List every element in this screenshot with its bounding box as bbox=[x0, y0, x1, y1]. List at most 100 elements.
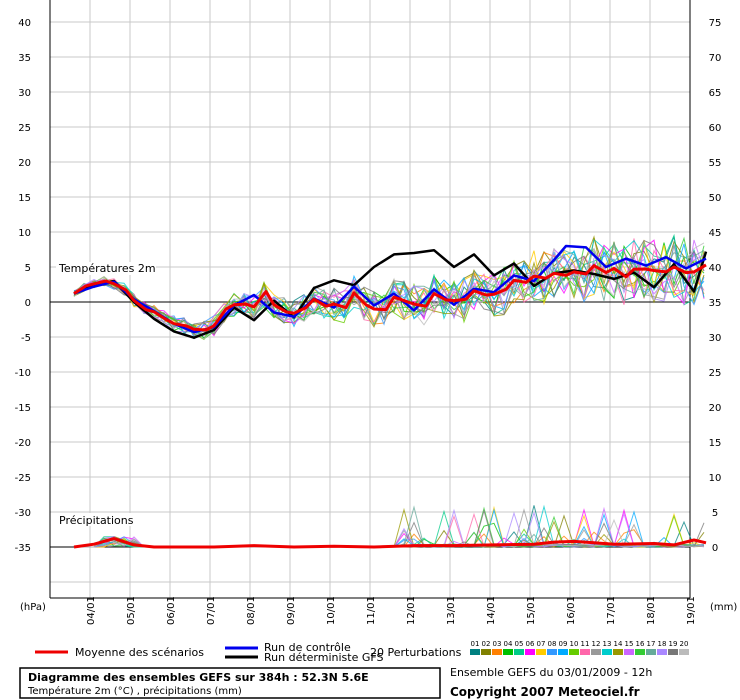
perturbation-swatch bbox=[547, 649, 557, 655]
x-tick-label: 09/01 bbox=[286, 596, 297, 625]
perturbation-id: 07 bbox=[537, 640, 546, 648]
perturbation-id: 19 bbox=[669, 640, 678, 648]
x-tick-label: 04/01 bbox=[86, 596, 97, 625]
x-tick-label: 16/01 bbox=[566, 596, 577, 625]
perturbation-line bbox=[73, 240, 705, 337]
perturbation-swatch bbox=[668, 649, 678, 655]
left-tick-label: -5 bbox=[21, 333, 31, 344]
right-tick-label: 30 bbox=[709, 333, 722, 344]
left-tick-label: -35 bbox=[15, 543, 31, 554]
left-tick-label: -15 bbox=[15, 403, 31, 414]
right-axis-unit: (mm) bbox=[710, 602, 737, 613]
left-tick-label: 5 bbox=[25, 263, 31, 274]
perturbation-id: 15 bbox=[625, 640, 634, 648]
x-tick-label: 08/01 bbox=[246, 596, 257, 625]
legend-perturbations: 20 Perturbations bbox=[370, 646, 462, 659]
right-tick-label: 40 bbox=[709, 263, 722, 274]
perturbation-id: 03 bbox=[493, 640, 502, 648]
control-line bbox=[73, 244, 707, 334]
x-tick-label: 12/01 bbox=[406, 596, 417, 625]
perturbation-swatch bbox=[635, 649, 645, 655]
run-info: Ensemble GEFS du 03/01/2009 - 12h bbox=[450, 666, 652, 679]
perturbation-swatch bbox=[525, 649, 535, 655]
chart-subtitle: Température 2m (°C) , précipitations (mm… bbox=[27, 685, 242, 697]
perturbation-id: 02 bbox=[482, 640, 491, 648]
left-tick-label: -30 bbox=[15, 508, 31, 519]
perturbation-id: 13 bbox=[603, 640, 612, 648]
perturbation-id: 17 bbox=[647, 640, 656, 648]
right-tick-label: 45 bbox=[709, 228, 722, 239]
perturbation-swatch bbox=[646, 649, 656, 655]
left-tick-label: 25 bbox=[18, 123, 31, 134]
legend-mean: Moyenne des scénarios bbox=[75, 646, 204, 659]
x-tick-label: 10/01 bbox=[326, 596, 337, 625]
x-tick-label: 19/01 bbox=[686, 596, 697, 625]
right-tick-label: 55 bbox=[709, 158, 722, 169]
perturbation-id: 14 bbox=[614, 640, 623, 648]
perturbation-swatch bbox=[679, 649, 689, 655]
series-lines bbox=[73, 244, 708, 549]
perturbation-id: 01 bbox=[471, 640, 480, 648]
perturbation-swatch bbox=[536, 649, 546, 655]
left-axis: 40 35 30 25 20 15 10 5 0 -5 -10 -15 -20 -25 -30 -35 bbox=[15, 18, 31, 554]
right-tick-label: 60 bbox=[709, 123, 722, 134]
perturbation-id: 04 bbox=[504, 640, 513, 648]
x-tick-label: 13/01 bbox=[446, 596, 457, 625]
perturbation-swatch bbox=[591, 649, 601, 655]
right-tick-label: 35 bbox=[709, 298, 722, 309]
perturbation-swatch bbox=[602, 649, 612, 655]
perturbation-swatch bbox=[580, 649, 590, 655]
perturbation-id: 06 bbox=[526, 640, 535, 648]
temperature-panel-label: Températures 2m bbox=[58, 262, 156, 275]
perturbation-id: 11 bbox=[581, 640, 590, 648]
perturbation-swatch bbox=[569, 649, 579, 655]
right-tick-label: 50 bbox=[709, 193, 722, 204]
x-tick-label: 11/01 bbox=[366, 596, 377, 625]
perturbation-id: 05 bbox=[515, 640, 524, 648]
x-tick-label: 06/01 bbox=[166, 596, 177, 625]
left-tick-label: -10 bbox=[15, 368, 31, 379]
mean-line bbox=[73, 537, 707, 549]
perturbation-swatch bbox=[558, 649, 568, 655]
perturbation-id: 09 bbox=[559, 640, 568, 648]
perturbation-swatch bbox=[514, 649, 524, 655]
perturbation-id: 08 bbox=[548, 640, 557, 648]
perturbation-id: 20 bbox=[680, 640, 689, 648]
mean-line bbox=[73, 263, 707, 332]
x-tick-label: 18/01 bbox=[646, 596, 657, 625]
left-tick-label: -20 bbox=[15, 438, 31, 449]
right-tick-label: 0 bbox=[712, 543, 718, 554]
perturbation-id: 16 bbox=[636, 640, 645, 648]
x-axis: 04/01 05/01 06/01 07/01 08/01 09/01 10/01 11/01… bbox=[86, 596, 697, 625]
perturbation-swatch bbox=[657, 649, 667, 655]
left-tick-label: 20 bbox=[18, 158, 31, 169]
left-tick-label: 10 bbox=[18, 228, 31, 239]
x-tick-label: 15/01 bbox=[526, 596, 537, 625]
perturbation-swatch bbox=[613, 649, 623, 655]
perturbation-swatch bbox=[470, 649, 480, 655]
right-tick-label: 65 bbox=[709, 88, 722, 99]
x-tick-label: 17/01 bbox=[606, 596, 617, 625]
precipitation-panel-label: Précipitations bbox=[59, 514, 134, 527]
perturbation-legend: 01 02 03 04 05 06 07 08 09 10 11 12 13 14 15 16 17 18 19 20 bbox=[470, 640, 689, 655]
perturbation-swatch bbox=[481, 649, 491, 655]
chart-title: Diagramme des ensembles GEFS sur 384h : … bbox=[28, 671, 369, 684]
right-tick-label: 5 bbox=[712, 508, 718, 519]
right-tick-label: 75 bbox=[709, 18, 722, 29]
right-tick-label: 10 bbox=[709, 473, 722, 484]
right-tick-label: 70 bbox=[709, 53, 722, 64]
perturbation-id: 10 bbox=[570, 640, 579, 648]
left-axis-unit: (hPa) bbox=[20, 602, 46, 613]
x-tick-label: 05/01 bbox=[126, 596, 137, 625]
perturbation-id: 18 bbox=[658, 640, 667, 648]
left-tick-label: -25 bbox=[15, 473, 31, 484]
copyright: Copyright 2007 Meteociel.fr bbox=[450, 685, 640, 699]
legend-control: Run de contrôle bbox=[264, 641, 351, 654]
left-tick-label: 35 bbox=[18, 53, 31, 64]
right-tick-label: 15 bbox=[709, 438, 722, 449]
perturbation-swatch bbox=[492, 649, 502, 655]
deterministic-line bbox=[73, 248, 708, 339]
left-tick-label: 15 bbox=[18, 193, 31, 204]
legend-deterministic: Run déterministe GFS bbox=[264, 651, 384, 664]
